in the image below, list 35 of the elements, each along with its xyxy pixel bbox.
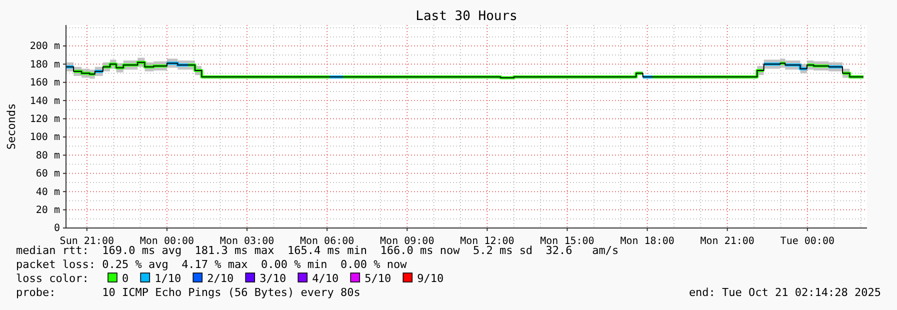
x-tick-label: Mon 03:00	[220, 236, 274, 247]
legend-label: 1/10	[154, 272, 182, 285]
y-tick-label: 200 m	[30, 41, 60, 52]
legend-title: loss color:	[16, 272, 89, 285]
legend-label: 0	[122, 272, 129, 285]
y-tick-label: 80 m	[36, 150, 60, 162]
x-tick-label: Tue 00:00	[780, 236, 834, 247]
x-tick-label: Mon 09:00	[380, 236, 434, 247]
legend-label: 3/10	[260, 272, 286, 285]
x-tick-label: Mon 15:00	[540, 236, 594, 247]
y-tick-label: 40 m	[36, 186, 60, 198]
chart-title: Last 30 Hours	[416, 9, 518, 24]
text: median rtt: 169.0 ms avg 181.3 ms max 165.4 ms min 166.0 ms now 5.2 ms sd 32.6 am/s	[16, 244, 619, 257]
legend-label: 2/10	[207, 272, 234, 285]
x-tick-label: Mon 06:00	[300, 236, 354, 247]
legend-label: 4/10	[312, 272, 339, 285]
y-tick-label: 180 m	[30, 59, 60, 70]
y-tick-label: 160 m	[30, 78, 60, 89]
x-tick-label: Mon 18:00	[620, 236, 674, 247]
text: probe: 10 ICMP Echo Pings (56 Bytes) every 80s	[16, 286, 360, 299]
x-tick-label: Mon 00:00	[140, 236, 194, 247]
legend-label: 9/10	[417, 272, 444, 285]
y-axis-title: Seconds	[5, 103, 18, 150]
y-tick-label: 120 m	[30, 114, 60, 125]
y-tick-label: 0	[54, 223, 60, 234]
x-tick-label: Sun 21:00	[60, 236, 114, 247]
text: end: Tue Oct 21 02:14:28 2025	[688, 286, 881, 299]
y-tick-label: 100 m	[30, 132, 60, 144]
y-tick-label: 20 m	[36, 204, 60, 216]
x-tick-label: Mon 12:00	[460, 236, 514, 247]
y-tick-label: 60 m	[36, 168, 60, 180]
legend-label: 5/10	[364, 272, 392, 285]
y-tick-label: 140 m	[30, 96, 60, 107]
x-tick-label: Mon 21:00	[700, 236, 754, 247]
text: packet loss: 0.25 % avg 4.17 % max 0.00 % min 0.00 % now	[16, 258, 408, 271]
